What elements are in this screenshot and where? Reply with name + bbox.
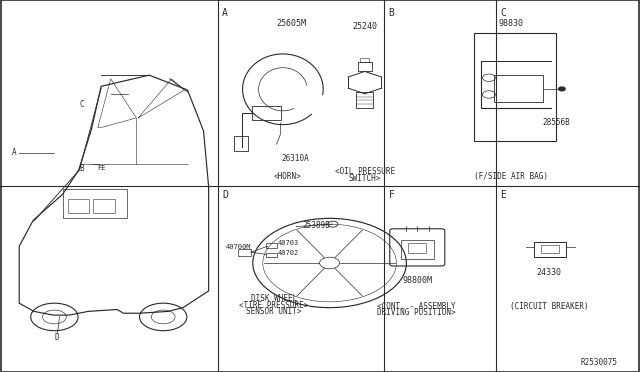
Text: A: A: [12, 148, 17, 157]
Text: 25240: 25240: [352, 22, 378, 31]
Text: E: E: [500, 190, 506, 200]
Bar: [63, 189, 127, 218]
Bar: [356, 92, 373, 108]
Text: FE: FE: [97, 165, 106, 171]
Bar: [494, 75, 543, 102]
Text: D: D: [222, 190, 228, 200]
Bar: [252, 106, 281, 120]
Text: 25605M: 25605M: [276, 19, 306, 28]
Text: (F/SIDE AIR BAG): (F/SIDE AIR BAG): [474, 172, 548, 181]
Text: 40702: 40702: [277, 250, 299, 256]
Bar: [68, 199, 89, 213]
Text: B: B: [388, 8, 394, 17]
Bar: [541, 245, 559, 253]
Bar: [401, 240, 434, 259]
Text: 40700M: 40700M: [225, 244, 251, 250]
Text: 40703: 40703: [277, 240, 299, 246]
Bar: [360, 58, 369, 62]
Bar: [266, 243, 277, 248]
Text: <OIL PRESSURE: <OIL PRESSURE: [335, 167, 395, 176]
Text: C: C: [500, 8, 506, 17]
Text: 25389B: 25389B: [303, 221, 331, 230]
Bar: [93, 199, 115, 213]
Bar: [234, 136, 248, 151]
Bar: [474, 33, 556, 141]
Text: 24330: 24330: [536, 268, 562, 277]
Bar: [358, 62, 372, 71]
Bar: [266, 253, 277, 257]
Text: C: C: [79, 100, 84, 109]
Text: B: B: [79, 164, 84, 173]
Text: SENSOR UNIT>: SENSOR UNIT>: [246, 307, 301, 316]
Text: (CIRCUIT BREAKER): (CIRCUIT BREAKER): [510, 302, 588, 311]
Text: D: D: [54, 333, 59, 342]
Text: <TIRE PRESSURE>: <TIRE PRESSURE>: [239, 301, 308, 310]
Text: <CONT. - ASSEMBLY: <CONT. - ASSEMBLY: [377, 302, 455, 311]
Text: DISK WHEEL: DISK WHEEL: [251, 294, 297, 303]
Text: SWITCH>: SWITCH>: [349, 174, 381, 183]
Text: 98830: 98830: [498, 19, 524, 28]
Bar: [238, 249, 251, 256]
Text: <HORN>: <HORN>: [274, 172, 302, 181]
Text: 98800M: 98800M: [403, 276, 433, 285]
Bar: [408, 243, 426, 253]
Text: 26310A: 26310A: [282, 154, 310, 163]
Text: A: A: [222, 8, 228, 17]
Text: R2530075: R2530075: [580, 358, 618, 367]
Bar: [534, 242, 566, 257]
Text: DRIVING POSITION>: DRIVING POSITION>: [377, 308, 455, 317]
Circle shape: [559, 87, 565, 91]
Text: 28556B: 28556B: [542, 118, 570, 127]
Text: F: F: [388, 190, 394, 200]
